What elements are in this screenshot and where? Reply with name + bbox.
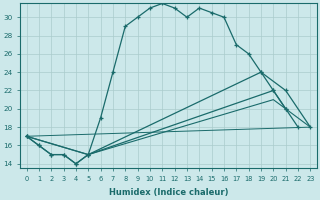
X-axis label: Humidex (Indice chaleur): Humidex (Indice chaleur) <box>109 188 228 197</box>
